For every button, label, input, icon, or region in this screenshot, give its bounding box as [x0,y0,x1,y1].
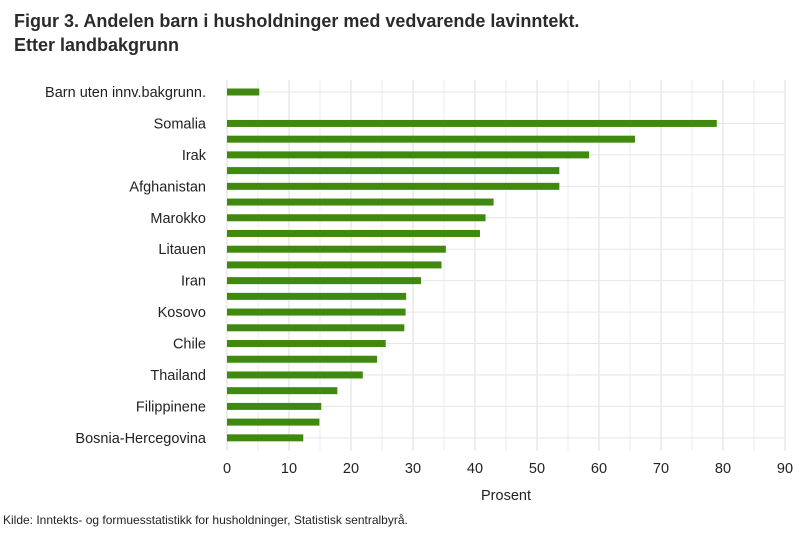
category-label: Marokko [150,211,206,227]
category-label: Filippinene [136,399,206,415]
bars [227,88,717,442]
category-label: Somalia [154,116,207,132]
category-label: Chile [173,337,206,353]
source-note: Kilde: Inntekts- og formuesstatistikk fo… [3,513,408,527]
category-label: Thailand [150,368,206,384]
bar [227,151,590,159]
x-tick-label: 70 [653,461,669,477]
x-tick-label: 20 [343,461,359,477]
bar [227,245,446,253]
bar [227,277,422,285]
bar [227,434,304,442]
bar [227,402,322,410]
bar [227,340,386,348]
bar [227,198,494,206]
x-tick-label: 50 [529,461,545,477]
bar [227,324,405,332]
x-tick-label: 80 [715,461,731,477]
category-label: Afghanistan [129,179,206,195]
bar [227,308,406,316]
bar [227,371,363,379]
x-tick-label: 60 [591,461,607,477]
bar [227,261,442,269]
title-line-2: Etter landbakgrunn [14,35,180,55]
x-tick-label: 0 [223,461,231,477]
x-tick-label: 90 [777,461,793,477]
bar [227,119,717,127]
title-line-1: Figur 3. Andelen barn i husholdninger me… [14,11,580,31]
bar [227,182,560,190]
bar [227,387,338,395]
x-axis-title: Prosent [481,488,531,504]
x-tick-label: 40 [467,461,483,477]
x-tick-label: 10 [281,461,297,477]
category-label: Barn uten innv.bakgrunn. [45,85,206,101]
x-tick-labels: 0 10 20 30 40 50 60 70 80 90 [223,461,793,477]
category-label: Litauen [158,242,206,258]
bar [227,229,480,237]
bar [227,167,560,175]
chart-title: Figur 3. Andelen barn i husholdninger me… [14,9,579,57]
category-label: Irak [182,148,207,164]
category-label: Iran [181,274,206,290]
category-label: Bosnia-Hercegovina [75,431,207,447]
category-label: Kosovo [158,305,206,321]
bar [227,355,378,363]
bar [227,214,486,222]
bar [227,292,407,300]
bar [227,418,320,426]
bar [227,135,635,143]
bar [227,88,260,96]
x-tick-label: 30 [405,461,421,477]
category-labels: Barn uten innv.bakgrunn. Somalia Irak Afgha… [45,85,207,447]
